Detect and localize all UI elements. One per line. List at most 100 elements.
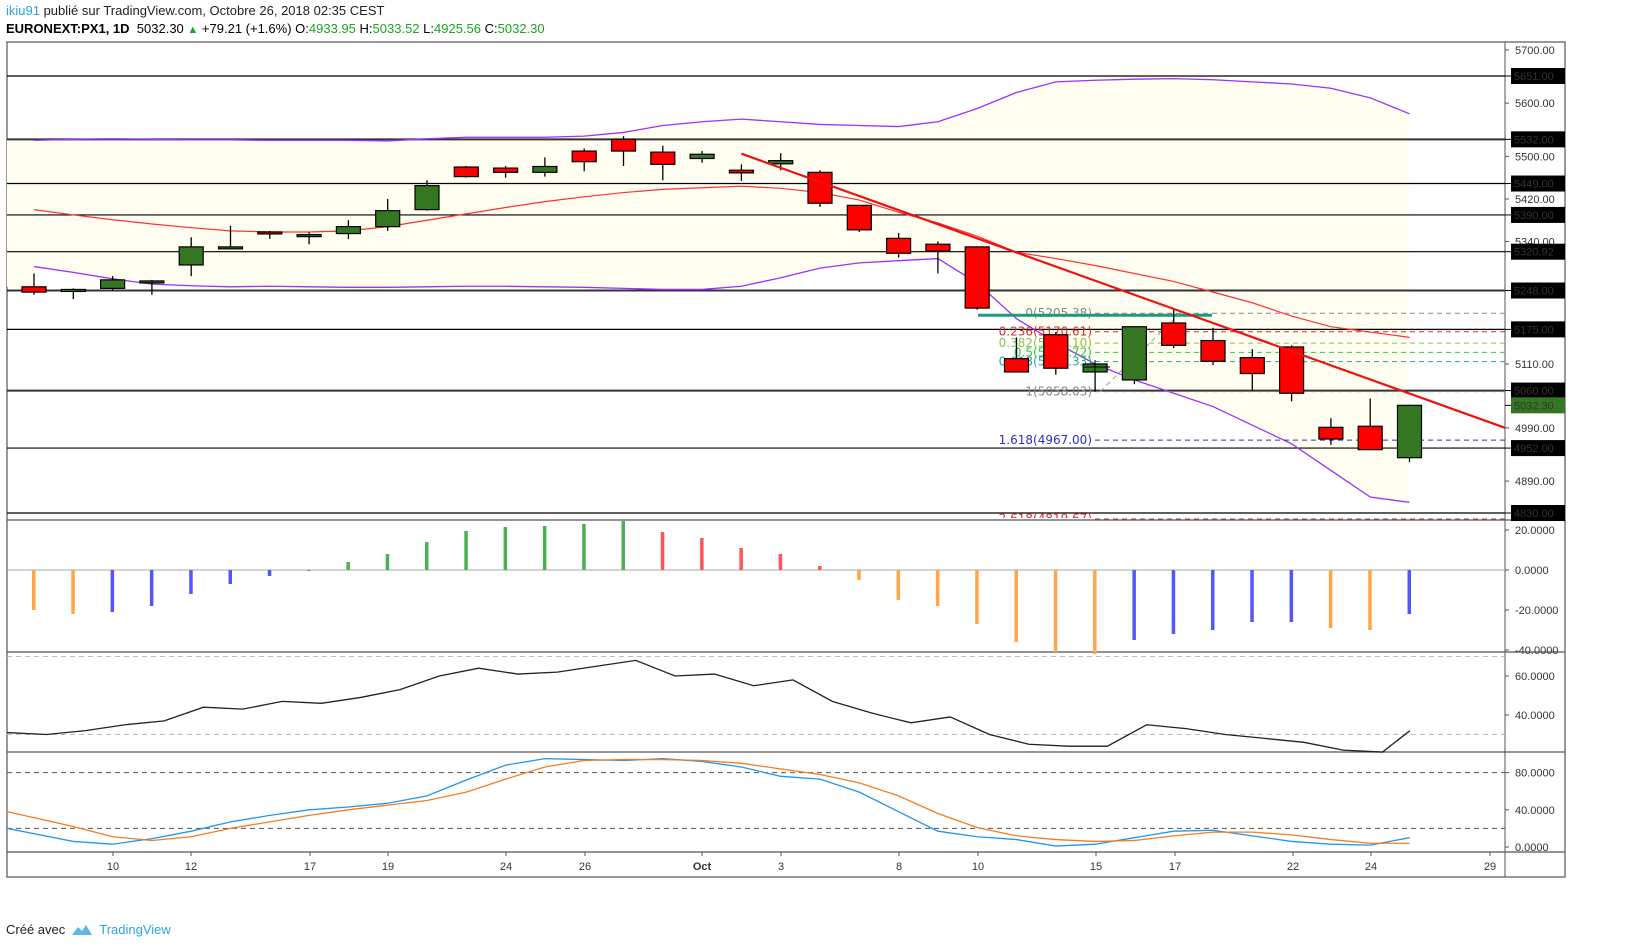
- candlestick[interactable]: [964, 246, 990, 310]
- time-tick-label: 17: [1169, 861, 1181, 873]
- price-level-badge-text: 5390.00: [1514, 210, 1554, 222]
- candle-body: [257, 231, 283, 235]
- candlestick[interactable]: [21, 273, 47, 295]
- candlestick[interactable]: [610, 136, 637, 166]
- candlestick[interactable]: [1043, 332, 1069, 375]
- candlestick[interactable]: [1318, 418, 1344, 445]
- histogram-bar: [621, 521, 625, 570]
- candle-body: [21, 286, 47, 293]
- candle-body: [846, 204, 872, 231]
- close-label: C:: [484, 21, 498, 36]
- price-level-badge-text: 5175.00: [1514, 324, 1554, 336]
- author-link[interactable]: ikiu91: [6, 3, 40, 18]
- time-tick-label: 8: [896, 861, 902, 873]
- stoch-tick-label: 40.0000: [1515, 805, 1555, 817]
- histogram-bar: [110, 570, 115, 612]
- time-tick-label: 24: [1365, 861, 1377, 873]
- band-fill-left: [7, 139, 34, 287]
- candlestick[interactable]: [1239, 349, 1265, 391]
- candlestick[interactable]: [1357, 398, 1383, 451]
- fib-level-label: 0(5205.38): [1025, 306, 1092, 320]
- candlestick[interactable]: [453, 165, 479, 178]
- chart-frame: [6, 41, 1566, 878]
- candlestick[interactable]: [1121, 326, 1148, 385]
- histogram-bar: [503, 527, 508, 570]
- price-tick-label: 5500.00: [1515, 151, 1555, 163]
- downtrend-line: [741, 152, 1505, 429]
- price-level-badge-text: 5248.00: [1514, 286, 1554, 298]
- candlestick[interactable]: [99, 276, 126, 292]
- histogram-bar: [660, 532, 665, 570]
- candlestick[interactable]: [1396, 404, 1423, 463]
- histogram-bar: [189, 570, 193, 594]
- candlestick[interactable]: [335, 220, 361, 239]
- candlestick[interactable]: [257, 230, 283, 239]
- time-tick-label: 12: [185, 861, 197, 873]
- open-value: 4933.95: [308, 21, 356, 36]
- candlestick[interactable]: [650, 145, 676, 181]
- fib-level-label: 2.618(4819.67): [999, 512, 1092, 526]
- candlestick[interactable]: [885, 233, 912, 258]
- histogram-bar: [71, 570, 75, 614]
- stoch-tick-label: 80.0000: [1515, 768, 1555, 780]
- candlestick[interactable]: [414, 180, 440, 211]
- histogram-bar: [739, 548, 743, 570]
- hist-tick-label: -40.0000: [1515, 645, 1558, 657]
- candlestick[interactable]: [846, 204, 872, 232]
- candlestick[interactable]: [689, 151, 715, 163]
- price-level-badge-text: 5651.00: [1514, 71, 1554, 83]
- price-level-badge: [1511, 321, 1565, 338]
- candlestick[interactable]: [296, 232, 322, 245]
- rsi-line: [6, 659, 1411, 753]
- histogram-bar: [582, 524, 586, 570]
- candle-body: [925, 243, 951, 252]
- histogram-bar: [1250, 570, 1254, 622]
- candlestick[interactable]: [1003, 337, 1030, 373]
- candlestick[interactable]: [60, 288, 86, 300]
- price-level-badge-text: 4952.00: [1514, 443, 1554, 455]
- price-level-badge-text: 5032.30: [1514, 400, 1554, 412]
- candlestick[interactable]: [375, 198, 401, 231]
- tradingview-link[interactable]: TradingView: [99, 922, 171, 937]
- candlestick[interactable]: [1200, 327, 1226, 366]
- publish-text: publié sur TradingView.com, Octobre 26, …: [39, 3, 385, 18]
- candle-body: [532, 165, 558, 173]
- histogram-bar: [818, 566, 822, 570]
- candle-body: [728, 169, 755, 174]
- candlestick[interactable]: [1161, 309, 1187, 349]
- candlestick[interactable]: [925, 241, 951, 274]
- candle-body: [453, 166, 479, 178]
- low-label: L:: [423, 21, 434, 36]
- price-tick-label: 5700.00: [1515, 45, 1555, 57]
- price-change: +79.21 (+1.6%): [201, 21, 292, 36]
- price-level-badge: [1511, 175, 1565, 192]
- histogram-bar: [857, 570, 861, 580]
- high-label: H:: [359, 21, 373, 36]
- histogram-bar: [425, 542, 429, 570]
- candlestick[interactable]: [217, 225, 244, 250]
- histogram-bar: [778, 554, 783, 570]
- rsi-tick-label: 40.0000: [1515, 710, 1555, 722]
- histogram-bar: [1407, 570, 1411, 614]
- candlestick[interactable]: [532, 157, 558, 177]
- candlestick[interactable]: [571, 148, 597, 172]
- candlestick[interactable]: [493, 165, 519, 178]
- symbol-label: EURONEXT:PX1, 1D: [6, 21, 130, 36]
- candle-body: [1121, 326, 1148, 381]
- candlestick[interactable]: [178, 237, 204, 277]
- price-level-badge-text: 5320.92: [1514, 247, 1554, 259]
- candle-body: [1357, 425, 1383, 451]
- histogram-bar: [346, 562, 350, 570]
- symbol-legend: EURONEXT:PX1, 1D 5032.30 ▲ +79.21 (+1.6%…: [6, 21, 545, 36]
- up-triangle-icon: ▲: [187, 24, 199, 36]
- publish-info: ikiu91 publié sur TradingView.com, Octob…: [6, 3, 384, 18]
- candlestick[interactable]: [807, 170, 833, 207]
- histogram-bar: [700, 538, 704, 570]
- candlestick[interactable]: [728, 164, 755, 181]
- histogram-bar: [1014, 570, 1018, 642]
- candle-body: [99, 279, 126, 289]
- histogram-bar: [935, 570, 940, 606]
- candlestick[interactable]: [139, 279, 165, 295]
- hist-tick-label: -20.0000: [1515, 605, 1558, 617]
